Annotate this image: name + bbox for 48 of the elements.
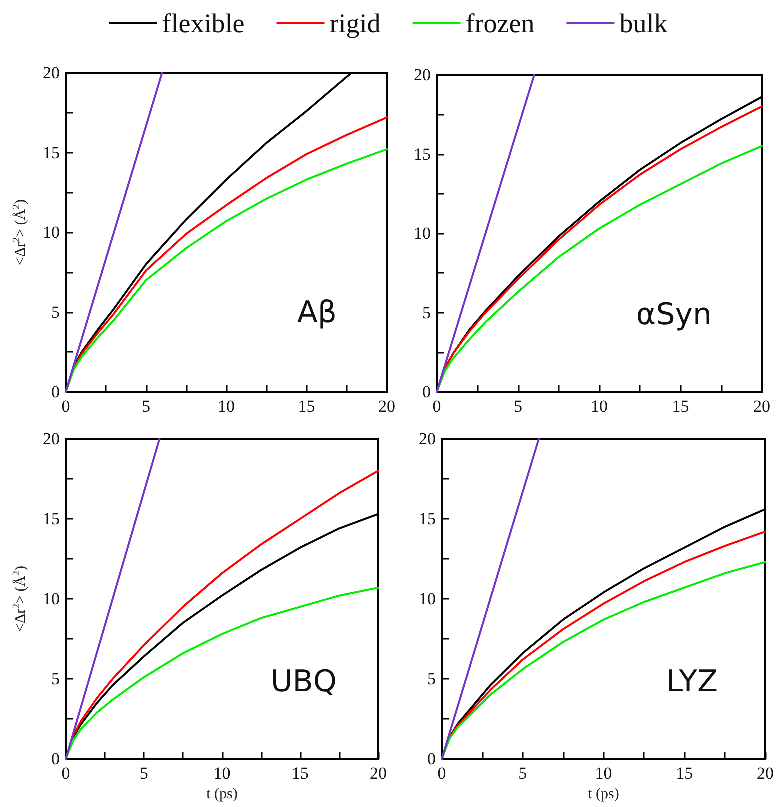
y-tick-label: 15 <box>414 144 431 164</box>
y-tick-label: 20 <box>419 430 436 448</box>
y-tick-label: 20 <box>43 64 60 82</box>
y-tick-label: 0 <box>52 750 60 769</box>
legend-label: frozen <box>466 8 536 38</box>
x-tick-label: 5 <box>140 764 148 784</box>
y-tick-label: 10 <box>419 590 436 609</box>
x-tick-label: 20 <box>370 764 387 784</box>
y-axis-title: <Δr2> (Å2) <box>12 566 29 632</box>
annotation: αSyn <box>636 298 712 332</box>
x-tick-label: 15 <box>298 397 316 416</box>
legend-label: bulk <box>620 8 668 38</box>
x-tick-label: 20 <box>378 397 396 416</box>
annotation: LYZ <box>666 664 718 700</box>
annotation: Aβ <box>297 296 338 330</box>
x-tick-label: 5 <box>142 397 150 416</box>
y-tick-label: 10 <box>43 590 60 609</box>
y-tick-label: 10 <box>43 223 60 242</box>
y-tick-label: 10 <box>414 224 431 243</box>
x-tick-label: 20 <box>757 764 774 784</box>
x-tick-label: 10 <box>214 764 231 784</box>
y-axis-title: <Δr2> (Å2) <box>12 199 29 266</box>
y-tick-label: 0 <box>52 382 60 402</box>
x-tick-label: 5 <box>518 764 528 784</box>
y-tick-label: 20 <box>414 66 431 84</box>
y-tick-label: 5 <box>52 302 60 322</box>
y-tick-label: 15 <box>43 510 60 529</box>
x-tick-label: 15 <box>672 397 690 416</box>
y-tick-label: 5 <box>52 670 60 689</box>
y-tick-label: 20 <box>43 430 60 448</box>
x-axis-title: t (ps) <box>206 786 238 802</box>
y-tick-label: 5 <box>422 303 431 322</box>
x-tick-label: 15 <box>676 764 694 784</box>
x-tick-label: 10 <box>591 397 608 416</box>
x-tick-label: 5 <box>514 397 522 416</box>
x-tick-label: 15 <box>292 764 309 784</box>
y-tick-label: 15 <box>43 143 60 162</box>
y-tick-label: 5 <box>428 670 436 689</box>
legend-label: rigid <box>330 8 382 38</box>
x-tick-label: 20 <box>754 397 770 416</box>
legend-label: flexible <box>162 8 245 38</box>
y-tick-label: 0 <box>422 382 431 402</box>
x-tick-label: 10 <box>595 764 612 784</box>
y-tick-label: 0 <box>428 750 436 769</box>
x-axis-title: t (ps) <box>588 786 620 802</box>
y-tick-label: 15 <box>419 510 436 529</box>
x-tick-label: 10 <box>218 397 235 416</box>
annotation: UBQ <box>270 664 338 700</box>
